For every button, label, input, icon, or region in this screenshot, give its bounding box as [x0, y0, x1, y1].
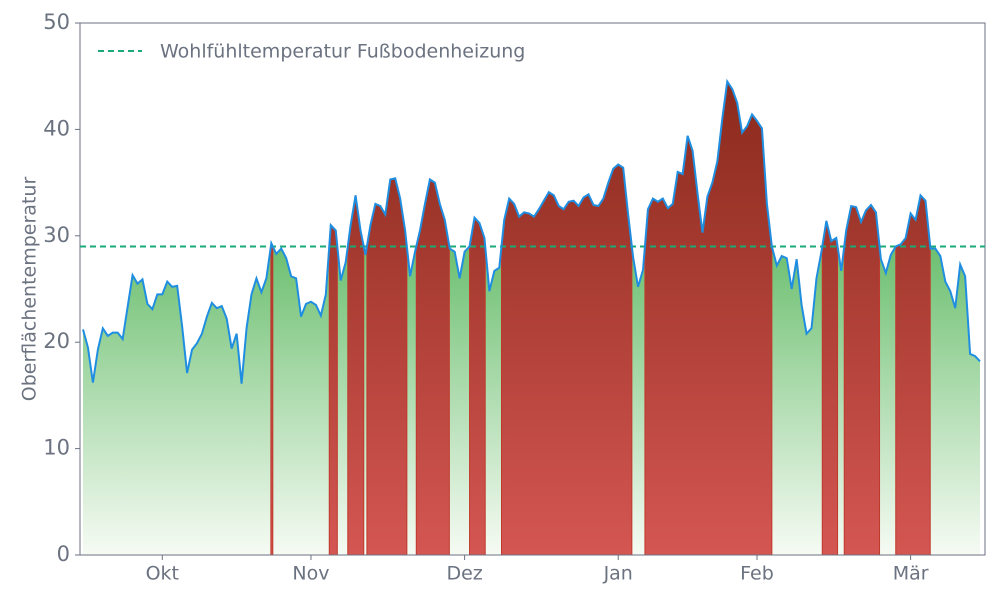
y-tick-label: 0 [57, 542, 70, 566]
above-area [500, 163, 633, 556]
above-area [366, 177, 408, 556]
above-area [644, 80, 773, 556]
above-area [347, 195, 365, 556]
x-tick-label: Okt [146, 563, 179, 585]
above-area [821, 220, 839, 556]
y-tick-label: 30 [43, 223, 70, 247]
above-area [415, 178, 450, 556]
above-area [469, 216, 486, 556]
legend-label: Wohlfühltemperatur Fußbodenheizung [160, 41, 525, 63]
above-area [270, 241, 274, 556]
x-tick-label: Dez [446, 563, 482, 585]
data-line [82, 78, 981, 384]
x-tick-label: Nov [292, 563, 329, 585]
above-area [843, 204, 881, 556]
x-tick-label: Mär [893, 563, 929, 585]
plot-frame [79, 22, 986, 556]
x-tick-label: Jan [603, 563, 633, 585]
above-area [895, 194, 931, 556]
y-tick-label: 40 [43, 116, 70, 140]
x-tick-label: Feb [740, 563, 774, 585]
y-axis-label: Oberflächentemperatur [19, 177, 41, 402]
above-area [328, 223, 338, 556]
y-tick-label: 10 [43, 436, 70, 460]
y-tick-label: 20 [43, 329, 70, 353]
y-tick-label: 50 [43, 10, 70, 34]
